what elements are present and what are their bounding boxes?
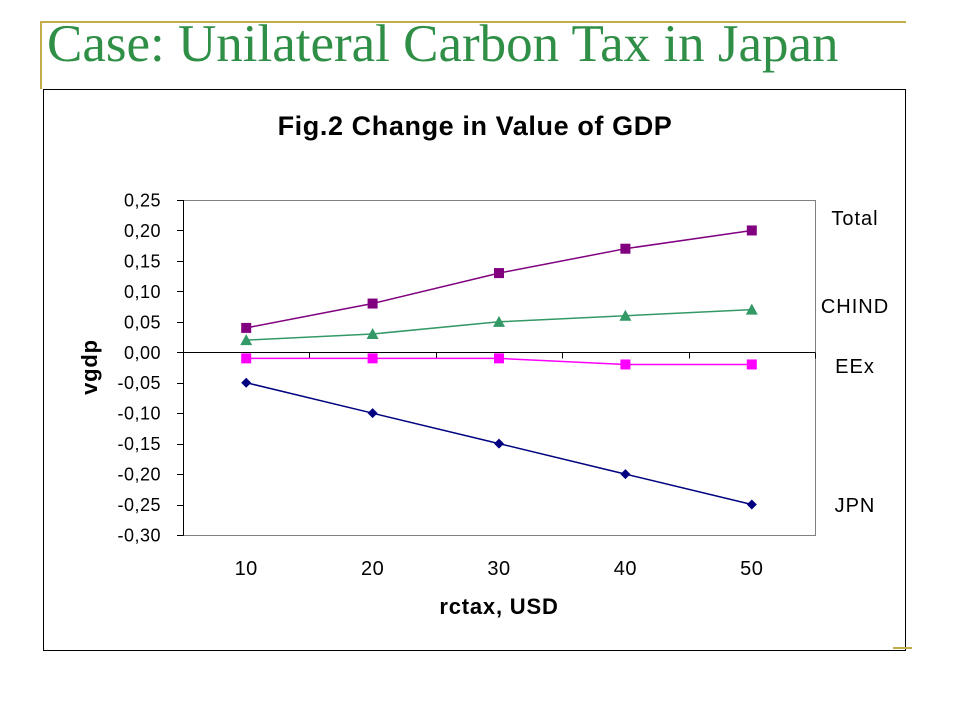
series-eex-point-10 <box>241 353 252 364</box>
x-axis-title: rctax, USD <box>439 594 558 619</box>
x-tick-label: 10 <box>235 558 258 580</box>
y-tick-label: 0,00 <box>124 343 161 363</box>
series-eex <box>241 353 757 370</box>
x-tick-label: 40 <box>614 558 637 580</box>
series-total <box>241 225 757 333</box>
series-chind-point-10 <box>240 334 253 346</box>
series-chind-point-30 <box>493 315 505 327</box>
series-layer <box>240 225 758 510</box>
y-tick-label: -0,10 <box>117 404 161 424</box>
series-total-point-10 <box>241 322 252 333</box>
decorative-top-rule <box>40 21 906 23</box>
y-axis-title: vgdp <box>77 339 102 395</box>
y-tick-label: 0,15 <box>124 251 161 271</box>
y-tick-label: 0,05 <box>124 312 161 332</box>
series-chind-point-50 <box>745 303 758 315</box>
series-jpn-point-50 <box>746 499 757 510</box>
y-tick-label: -0,30 <box>117 526 161 546</box>
slide-title: Case: Unilateral Carbon Tax in Japan <box>47 15 839 73</box>
series-jpn-point-40 <box>620 469 631 480</box>
series-jpn-point-10 <box>241 377 252 388</box>
x-tick-label: 20 <box>361 558 384 580</box>
x-tick-label: 50 <box>740 558 763 580</box>
y-tick-label: 0,20 <box>124 221 161 241</box>
series-jpn-point-30 <box>494 438 504 449</box>
series-labels: Total CHIND EEx JPN <box>821 208 889 517</box>
series-label-chind: CHIND <box>821 296 889 318</box>
y-tick-label: -0,20 <box>117 465 161 485</box>
plot-area <box>183 200 816 536</box>
series-jpn-point-20 <box>367 408 378 419</box>
series-label-jpn: JPN <box>835 495 876 517</box>
series-chind-point-20 <box>366 328 379 339</box>
series-eex-point-30 <box>494 353 504 364</box>
chart-title: Fig.2 Change in Value of GDP <box>278 111 673 141</box>
y-tick-label: -0,25 <box>117 495 161 515</box>
x-axis: 10 20 30 40 50 <box>183 352 816 580</box>
series-total-point-50 <box>746 225 757 236</box>
series-total-point-30 <box>494 268 504 279</box>
series-label-total: Total <box>831 208 878 230</box>
y-tick-label: -0,15 <box>117 434 161 454</box>
series-total-point-40 <box>620 243 631 254</box>
y-tick-label: 0,10 <box>124 282 161 302</box>
y-tick-label: -0,05 <box>117 373 161 393</box>
x-tick-label: 30 <box>487 558 510 580</box>
series-jpn <box>241 377 757 510</box>
decorative-corner-rule <box>893 647 912 649</box>
y-axis: 0,25 0,20 0,15 0,10 0,05 0,00 -0,05 -0,10 -0,15 -… <box>117 191 184 546</box>
decorative-left-rule <box>40 21 42 89</box>
series-label-eex: EEx <box>835 356 875 378</box>
series-chind <box>240 303 758 346</box>
series-chind-point-40 <box>619 309 632 321</box>
series-eex-point-40 <box>620 359 631 370</box>
y-tick-label: 0,25 <box>124 191 161 211</box>
series-eex-point-20 <box>367 353 378 364</box>
series-total-point-20 <box>367 298 378 309</box>
series-eex-point-50 <box>746 359 757 370</box>
